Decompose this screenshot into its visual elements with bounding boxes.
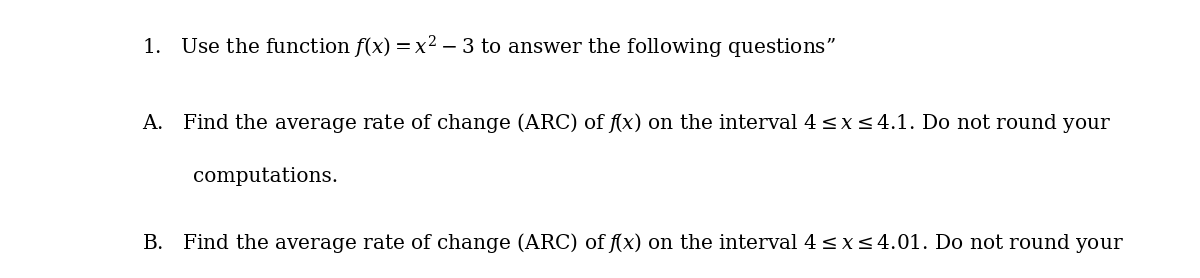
Text: A.   Find the average rate of change (ARC) of $f\!(x)$ on the interval $4 \leq x: A. Find the average rate of change (ARC)… bbox=[142, 111, 1110, 135]
Text: computations.: computations. bbox=[142, 167, 337, 186]
Text: 1.   Use the function $f(x) = x^2 - 3$ to answer the following questions”: 1. Use the function $f(x) = x^2 - 3$ to … bbox=[142, 33, 835, 61]
Text: B.   Find the average rate of change (ARC) of $f\!(x)$ on the interval $4 \leq x: B. Find the average rate of change (ARC)… bbox=[142, 231, 1123, 255]
